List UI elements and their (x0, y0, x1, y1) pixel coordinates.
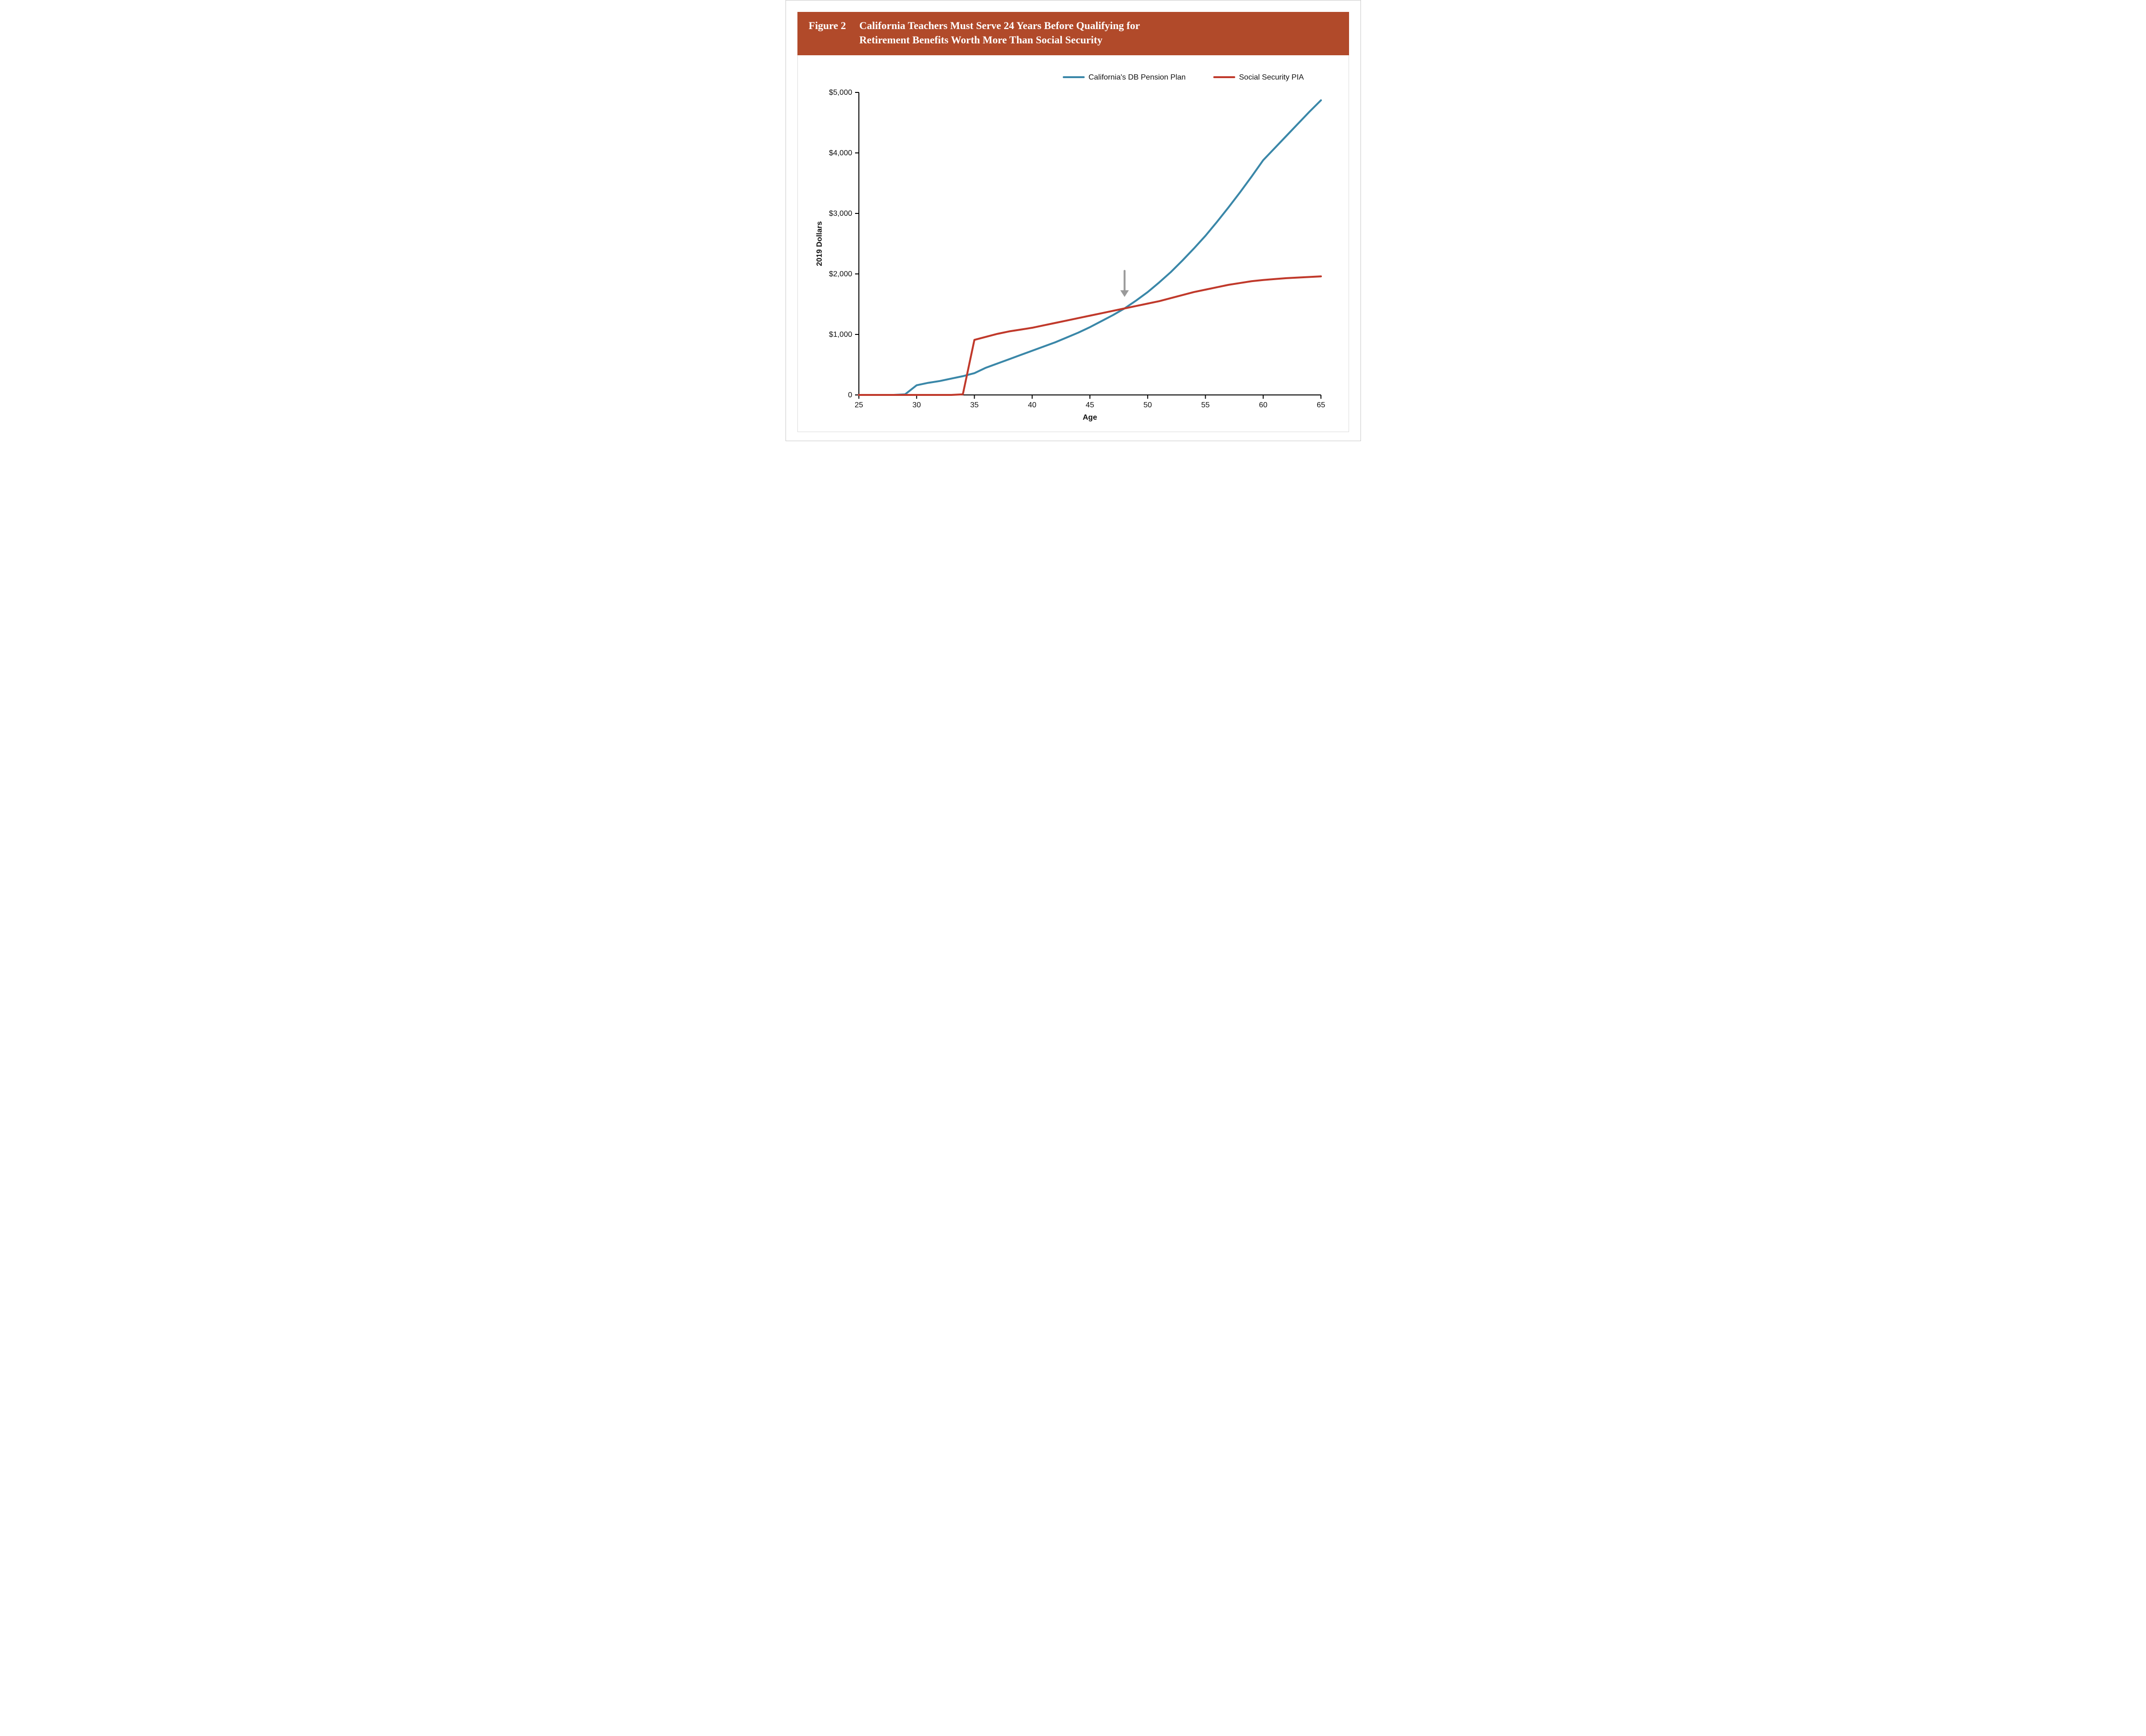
figure-title-line2: Retirement Benefits Worth More Than Soci… (859, 34, 1102, 46)
x-tick-label: 55 (1201, 401, 1209, 409)
x-tick-label: 45 (1086, 401, 1094, 409)
figure-card: Figure 2 California Teachers Must Serve … (786, 0, 1361, 441)
x-tick-label: 60 (1259, 401, 1267, 409)
y-tick-label: $2,000 (829, 270, 852, 278)
x-tick-label: 40 (1028, 401, 1036, 409)
y-axis-title: 2019 Dollars (816, 222, 824, 266)
y-tick-label: $5,000 (829, 89, 852, 97)
x-tick-label: 65 (1317, 401, 1325, 409)
y-tick-label: $1,000 (829, 331, 852, 339)
y-tick-label: 0 (848, 391, 852, 399)
y-tick-label: $3,000 (829, 210, 852, 218)
x-tick-label: 50 (1143, 401, 1152, 409)
x-tick-label: 30 (912, 401, 921, 409)
y-axis-ticks: 0 $1,000 $2,000 $3,000 $4,000 $5,000 (829, 89, 859, 399)
figure-title-line1: California Teachers Must Serve 24 Years … (859, 20, 1140, 31)
x-axis-ticks: 25 30 35 40 45 50 55 60 65 (855, 395, 1325, 409)
intersection-arrow-head (1120, 291, 1128, 297)
line-chart: 0 $1,000 $2,000 $3,000 $4,000 $5,000 25 30 35 40 4… (806, 64, 1335, 426)
chart-container: 0 $1,000 $2,000 $3,000 $4,000 $5,000 25 30 35 40 4… (797, 55, 1349, 432)
x-axis-title: Age (1082, 414, 1097, 422)
legend-label: Social Security PIA (1239, 73, 1304, 81)
y-tick-label: $4,000 (829, 149, 852, 157)
x-tick-label: 35 (970, 401, 978, 409)
figure-title: California Teachers Must Serve 24 Years … (859, 19, 1140, 47)
legend: California's DB Pension Plan Social Secur… (1064, 73, 1304, 81)
figure-header: Figure 2 California Teachers Must Serve … (797, 12, 1349, 55)
series-line (859, 101, 1321, 395)
series-line (859, 276, 1321, 395)
x-tick-label: 25 (855, 401, 863, 409)
legend-label: California's DB Pension Plan (1088, 73, 1186, 81)
figure-label: Figure 2 (809, 20, 846, 32)
